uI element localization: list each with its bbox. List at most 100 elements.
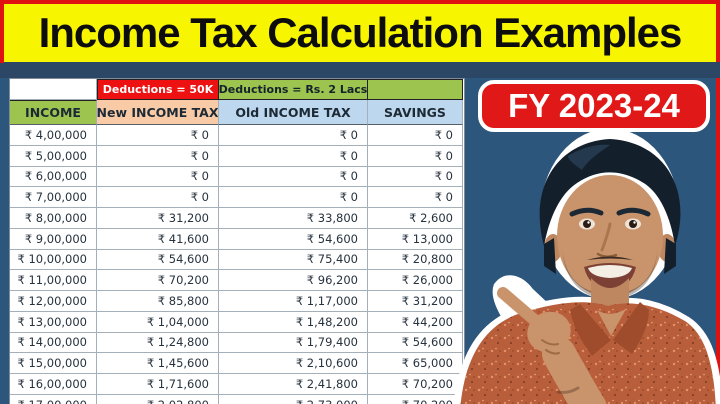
new-tax-cell: ₹ 1,24,800 <box>97 332 219 354</box>
shirt-pattern <box>460 302 716 404</box>
knuckles <box>541 339 560 355</box>
income-cell: ₹ 6,00,000 <box>10 166 97 188</box>
column-header-old-income-tax: Old INCOME TAX <box>219 100 368 125</box>
table-row: ₹ 4,00,000 ₹ 0 ₹ 0 ₹ 0 <box>10 125 464 146</box>
moustache <box>587 256 633 260</box>
presenter-pointing-illustration <box>453 128 720 404</box>
table-row: ₹ 13,00,000 ₹ 1,04,000 ₹ 1,48,200 ₹ 44,2… <box>10 311 464 333</box>
eye-glint-right <box>633 221 636 224</box>
income-cell: ₹ 15,00,000 <box>10 353 97 374</box>
table-row: ₹ 12,00,000 ₹ 85,800 ₹ 1,17,000 ₹ 31,200 <box>10 291 464 312</box>
deductions-old-regime-cell: Deductions = Rs. 2 Lacs <box>219 79 368 100</box>
new-tax-cell: ₹ 85,800 <box>97 291 219 312</box>
column-header-income: INCOME <box>10 100 97 125</box>
table-row: ₹ 5,00,000 ₹ 0 ₹ 0 ₹ 0 <box>10 145 464 167</box>
savings-cell: ₹ 0 <box>368 166 463 188</box>
new-tax-cell: ₹ 54,600 <box>97 249 219 271</box>
income-cell: ₹ 11,00,000 <box>10 270 97 291</box>
old-tax-cell: ₹ 1,79,400 <box>219 332 368 354</box>
table-row: ₹ 17,00,000 ₹ 2,02,800 ₹ 2,73,000 ₹ 70,2… <box>10 394 464 404</box>
income-cell: ₹ 17,00,000 <box>10 394 97 404</box>
savings-cell: ₹ 31,200 <box>368 291 463 312</box>
table-row: ₹ 6,00,000 ₹ 0 ₹ 0 ₹ 0 <box>10 166 464 188</box>
table-row: ₹ 11,00,000 ₹ 70,200 ₹ 96,200 ₹ 26,000 <box>10 270 464 291</box>
income-cell: ₹ 9,00,000 <box>10 228 97 250</box>
new-tax-cell: ₹ 2,02,800 <box>97 394 219 404</box>
index-finger <box>497 287 544 329</box>
income-cell: ₹ 10,00,000 <box>10 249 97 271</box>
old-tax-cell: ₹ 0 <box>219 187 368 208</box>
savings-cell: ₹ 70,200 <box>368 374 463 395</box>
old-tax-cell: ₹ 0 <box>219 166 368 188</box>
savings-cell: ₹ 2,600 <box>368 208 463 229</box>
old-tax-cell: ₹ 33,800 <box>219 208 368 229</box>
old-tax-cell: ₹ 96,200 <box>219 270 368 291</box>
new-tax-cell: ₹ 0 <box>97 125 219 146</box>
table-row: ₹ 9,00,000 ₹ 41,600 ₹ 54,600 ₹ 13,000 <box>10 228 464 250</box>
savings-cell: ₹ 44,200 <box>368 311 463 333</box>
face <box>557 175 663 297</box>
new-tax-cell: ₹ 31,200 <box>97 208 219 229</box>
sideburn-left <box>544 238 556 274</box>
savings-cell: ₹ 65,000 <box>368 353 463 374</box>
savings-cell: ₹ 70,200 <box>368 394 463 404</box>
column-header-savings: SAVINGS <box>368 100 463 125</box>
old-tax-cell: ₹ 1,48,200 <box>219 311 368 333</box>
sideburn-right <box>664 238 676 274</box>
collar-left <box>570 304 611 356</box>
income-tax-table: Deductions = 50K Deductions = Rs. 2 Lacs… <box>9 78 465 404</box>
savings-cell: ₹ 13,000 <box>368 228 463 250</box>
income-cell: ₹ 8,00,000 <box>10 208 97 229</box>
new-tax-cell: ₹ 1,45,600 <box>97 353 219 374</box>
savings-cell: ₹ 20,800 <box>368 249 463 271</box>
eye-glint-left <box>587 221 590 224</box>
frame-right <box>716 0 720 404</box>
hair-highlight <box>568 144 610 170</box>
chest <box>597 309 626 336</box>
title-banner: Income Tax Calculation Examples <box>4 4 716 62</box>
savings-cell: ₹ 0 <box>368 125 463 146</box>
savings-cell: ₹ 0 <box>368 145 463 167</box>
income-cell: ₹ 5,00,000 <box>10 145 97 167</box>
deductions-savings-cell <box>368 79 463 100</box>
fy-badge-text: FY 2023-24 <box>508 87 680 124</box>
column-header-row: INCOME New INCOME TAX Old INCOME TAX SAV… <box>10 100 464 125</box>
new-tax-cell: ₹ 1,71,600 <box>97 374 219 395</box>
frame-top <box>0 0 720 4</box>
iris-right <box>629 220 637 228</box>
new-tax-cell: ₹ 1,04,000 <box>97 311 219 333</box>
divider-band <box>0 62 720 78</box>
eyebrow-right <box>616 207 651 217</box>
old-tax-cell: ₹ 75,400 <box>219 249 368 271</box>
title-text: Income Tax Calculation Examples <box>38 9 683 56</box>
old-tax-cell: ₹ 0 <box>219 145 368 167</box>
old-tax-cell: ₹ 2,10,600 <box>219 353 368 374</box>
table-row: ₹ 10,00,000 ₹ 54,600 ₹ 75,400 ₹ 20,800 <box>10 249 464 271</box>
frame-left <box>0 0 4 63</box>
income-cell: ₹ 13,00,000 <box>10 311 97 333</box>
old-tax-cell: ₹ 1,17,000 <box>219 291 368 312</box>
table-row: ₹ 8,00,000 ₹ 31,200 ₹ 33,800 ₹ 2,600 <box>10 208 464 229</box>
arm-hair <box>556 386 580 394</box>
income-cell: ₹ 7,00,000 <box>10 187 97 208</box>
column-header-new-income-tax: New INCOME TAX <box>97 100 219 125</box>
table-body: ₹ 4,00,000 ₹ 0 ₹ 0 ₹ 0 ₹ 5,00,000 ₹ 0 ₹ … <box>10 125 464 404</box>
forearm <box>542 337 607 404</box>
income-cell: ₹ 16,00,000 <box>10 374 97 395</box>
new-tax-cell: ₹ 0 <box>97 187 219 208</box>
old-tax-cell: ₹ 54,600 <box>219 228 368 250</box>
table-row: ₹ 14,00,000 ₹ 1,24,800 ₹ 1,79,400 ₹ 54,6… <box>10 332 464 354</box>
old-tax-cell: ₹ 0 <box>219 125 368 146</box>
savings-cell: ₹ 26,000 <box>368 270 463 291</box>
income-cell: ₹ 12,00,000 <box>10 291 97 312</box>
hair <box>539 139 681 246</box>
nose <box>600 222 612 252</box>
deductions-blank-cell <box>10 79 97 100</box>
new-tax-cell: ₹ 41,600 <box>97 228 219 250</box>
table-row: ₹ 15,00,000 ₹ 1,45,600 ₹ 2,10,600 ₹ 65,0… <box>10 353 464 374</box>
eyebrow-left <box>569 207 604 217</box>
savings-cell: ₹ 0 <box>368 187 463 208</box>
new-tax-cell: ₹ 70,200 <box>97 270 219 291</box>
table-row: ₹ 7,00,000 ₹ 0 ₹ 0 ₹ 0 <box>10 187 464 208</box>
